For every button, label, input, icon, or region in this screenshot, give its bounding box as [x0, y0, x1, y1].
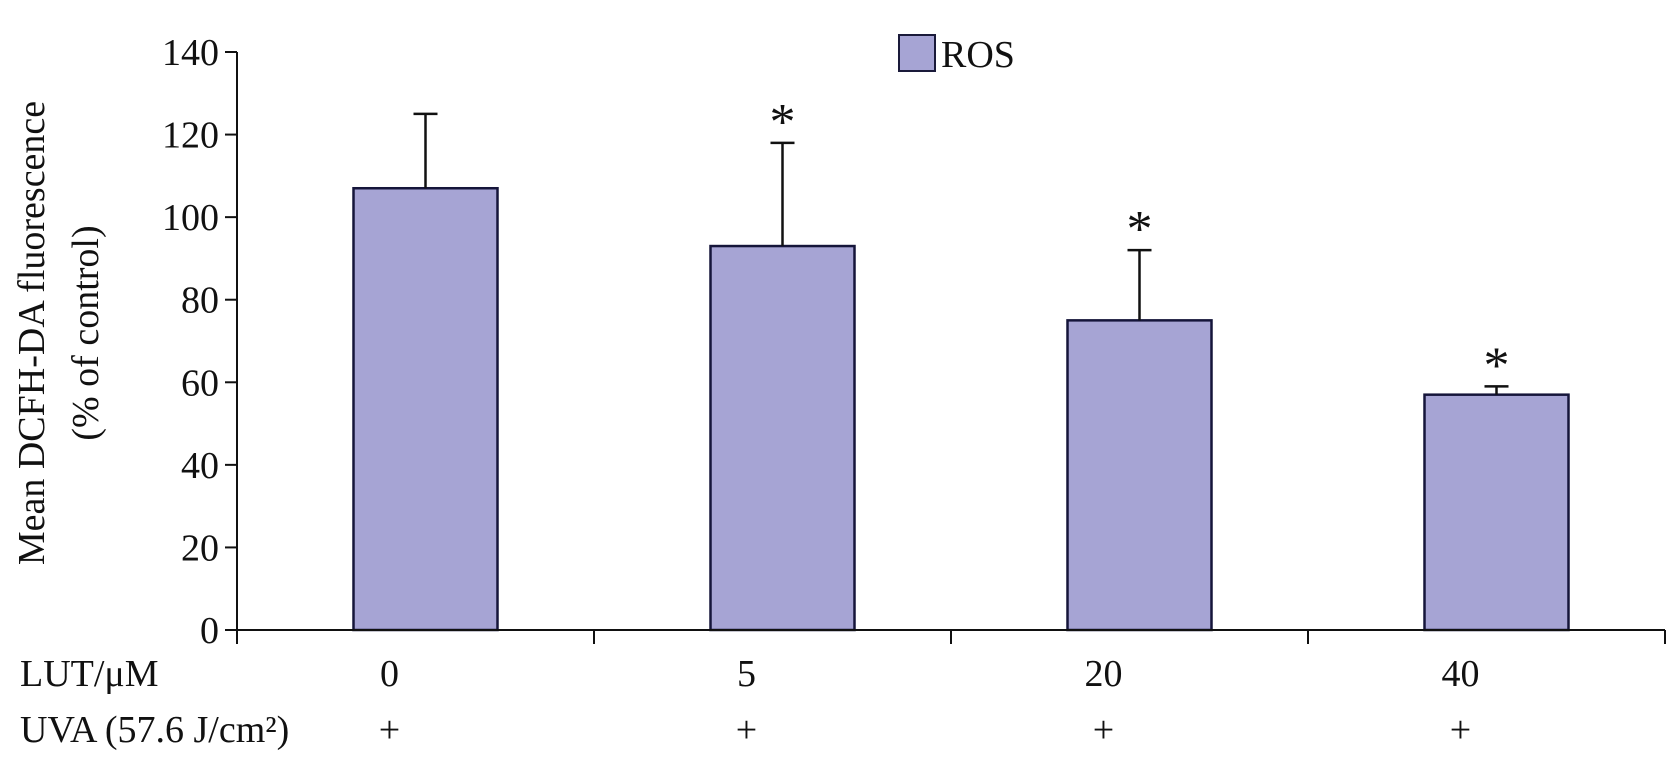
bar-5 — [709, 244, 856, 632]
y-tick-label: 100 — [162, 197, 219, 239]
legend-label-ros: ROS — [941, 34, 1015, 76]
x-axis — [236, 629, 1666, 644]
y-tick-label: 120 — [162, 115, 219, 157]
x-row-label-lut: LUT/μM — [20, 653, 159, 695]
y-axis-title-line2: (% of control) — [65, 225, 107, 440]
y-axis-title: Mean DCFH-DA fluorescence (% of control) — [11, 101, 107, 565]
y-tick-label: 80 — [181, 280, 219, 322]
x-uva-indicator: + — [1093, 709, 1114, 751]
y-axis: 0 20 40 60 80 100 120 140 — [162, 32, 238, 652]
y-tick-label: 0 — [200, 610, 219, 652]
x-category-label: 20 — [1085, 653, 1123, 695]
significance-marker: * — [1127, 201, 1153, 258]
bar-20 — [1066, 319, 1213, 632]
x-category-label: 5 — [737, 653, 756, 695]
significance-marker: * — [770, 94, 796, 151]
y-tick-label: 20 — [181, 527, 219, 569]
bar-0 — [352, 186, 499, 632]
bars-group: * * * — [352, 94, 1570, 632]
x-uva-indicator: + — [379, 709, 400, 751]
legend-swatch-ros — [898, 34, 936, 72]
x-category-rows: LUT/μM 0 5 20 40 UVA (57.6 J/cm²) + + + + — [20, 653, 1480, 751]
x-uva-indicator: + — [1450, 709, 1471, 751]
y-tick-label: 40 — [181, 445, 219, 487]
legend: ROS — [898, 34, 1015, 76]
y-tick-label: 60 — [181, 362, 219, 404]
x-category-label: 0 — [380, 653, 399, 695]
y-axis-title-line1: Mean DCFH-DA fluorescence — [11, 101, 53, 565]
bar-40 — [1423, 393, 1570, 632]
x-uva-indicator: + — [736, 709, 757, 751]
x-row-label-uva: UVA (57.6 J/cm²) — [20, 709, 289, 751]
significance-marker: * — [1484, 337, 1510, 394]
y-tick-label: 140 — [162, 32, 219, 74]
x-category-label: 40 — [1442, 653, 1480, 695]
